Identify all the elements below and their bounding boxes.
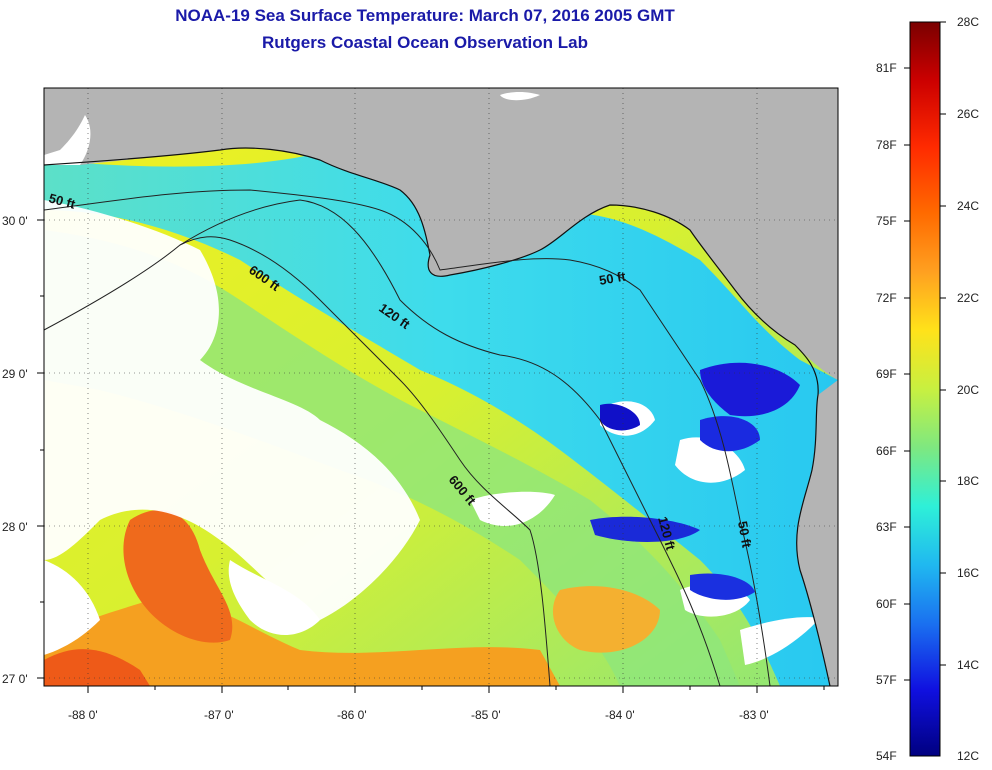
map-ticks [37,219,825,693]
colorbar-f-label: 75F [876,214,897,228]
colorbar-f-label: 81F [876,61,897,75]
colorbar-f-label: 69F [876,367,897,381]
lon-label: -87 0' [204,708,234,722]
lon-label: -83 0' [739,708,769,722]
lat-label: 28 0' [2,520,28,534]
cold-water-patch [700,362,800,417]
colorbar-f-label: 78F [876,138,897,152]
colorbar-c-label: 26C [957,107,979,121]
lon-label: -86 0' [337,708,367,722]
colorbar-ticks [904,21,946,681]
colorbar-c-label: 28C [957,15,979,29]
lon-label: -84 0' [605,708,635,722]
lat-label: 30 0' [2,214,28,228]
transition-water [44,230,740,686]
colorbar-c-label: 14C [957,658,979,672]
lat-label: 27 0' [2,672,28,686]
peninsula-land [796,380,838,686]
contour-label: 50 ft [598,268,628,288]
map-subtitle: Rutgers Coastal Ocean Observation Lab [262,33,588,52]
colorbar-f-label: 57F [876,673,897,687]
map-title: NOAA-19 Sea Surface Temperature: March 0… [175,6,675,25]
contour-120ft [179,199,721,687]
lat-label: 29 0' [2,367,28,381]
colorbar-c-label: 22C [957,291,979,305]
colorbar-c-label: 24C [957,199,979,213]
map-frame [43,87,839,687]
cloud-mask-west [44,200,420,620]
hot-water-patch [123,510,233,643]
colorbar-f-label: 72F [876,291,897,305]
colorbar-f-label: 54F [876,749,897,763]
contour-50ft [43,189,771,687]
contour-label: 50 ft [735,520,755,550]
contour-label: 50 ft [47,190,77,212]
colorbar-f-label: 60F [876,597,897,611]
colorbar-gradient [909,21,941,757]
colorbar-c-label: 12C [957,749,979,763]
colorbar-c-label: 20C [957,383,979,397]
colorbar-c-label: 16C [957,566,979,580]
coastline [43,147,831,687]
shelf-water [44,150,838,686]
colorbar-f-label: 66F [876,444,897,458]
colorbar-c-label: 18C [957,474,979,488]
lon-label: -85 0' [471,708,501,722]
colorbar-f-label: 63F [876,520,897,534]
land-mass [44,88,838,380]
lon-label: -88 0' [68,708,98,722]
